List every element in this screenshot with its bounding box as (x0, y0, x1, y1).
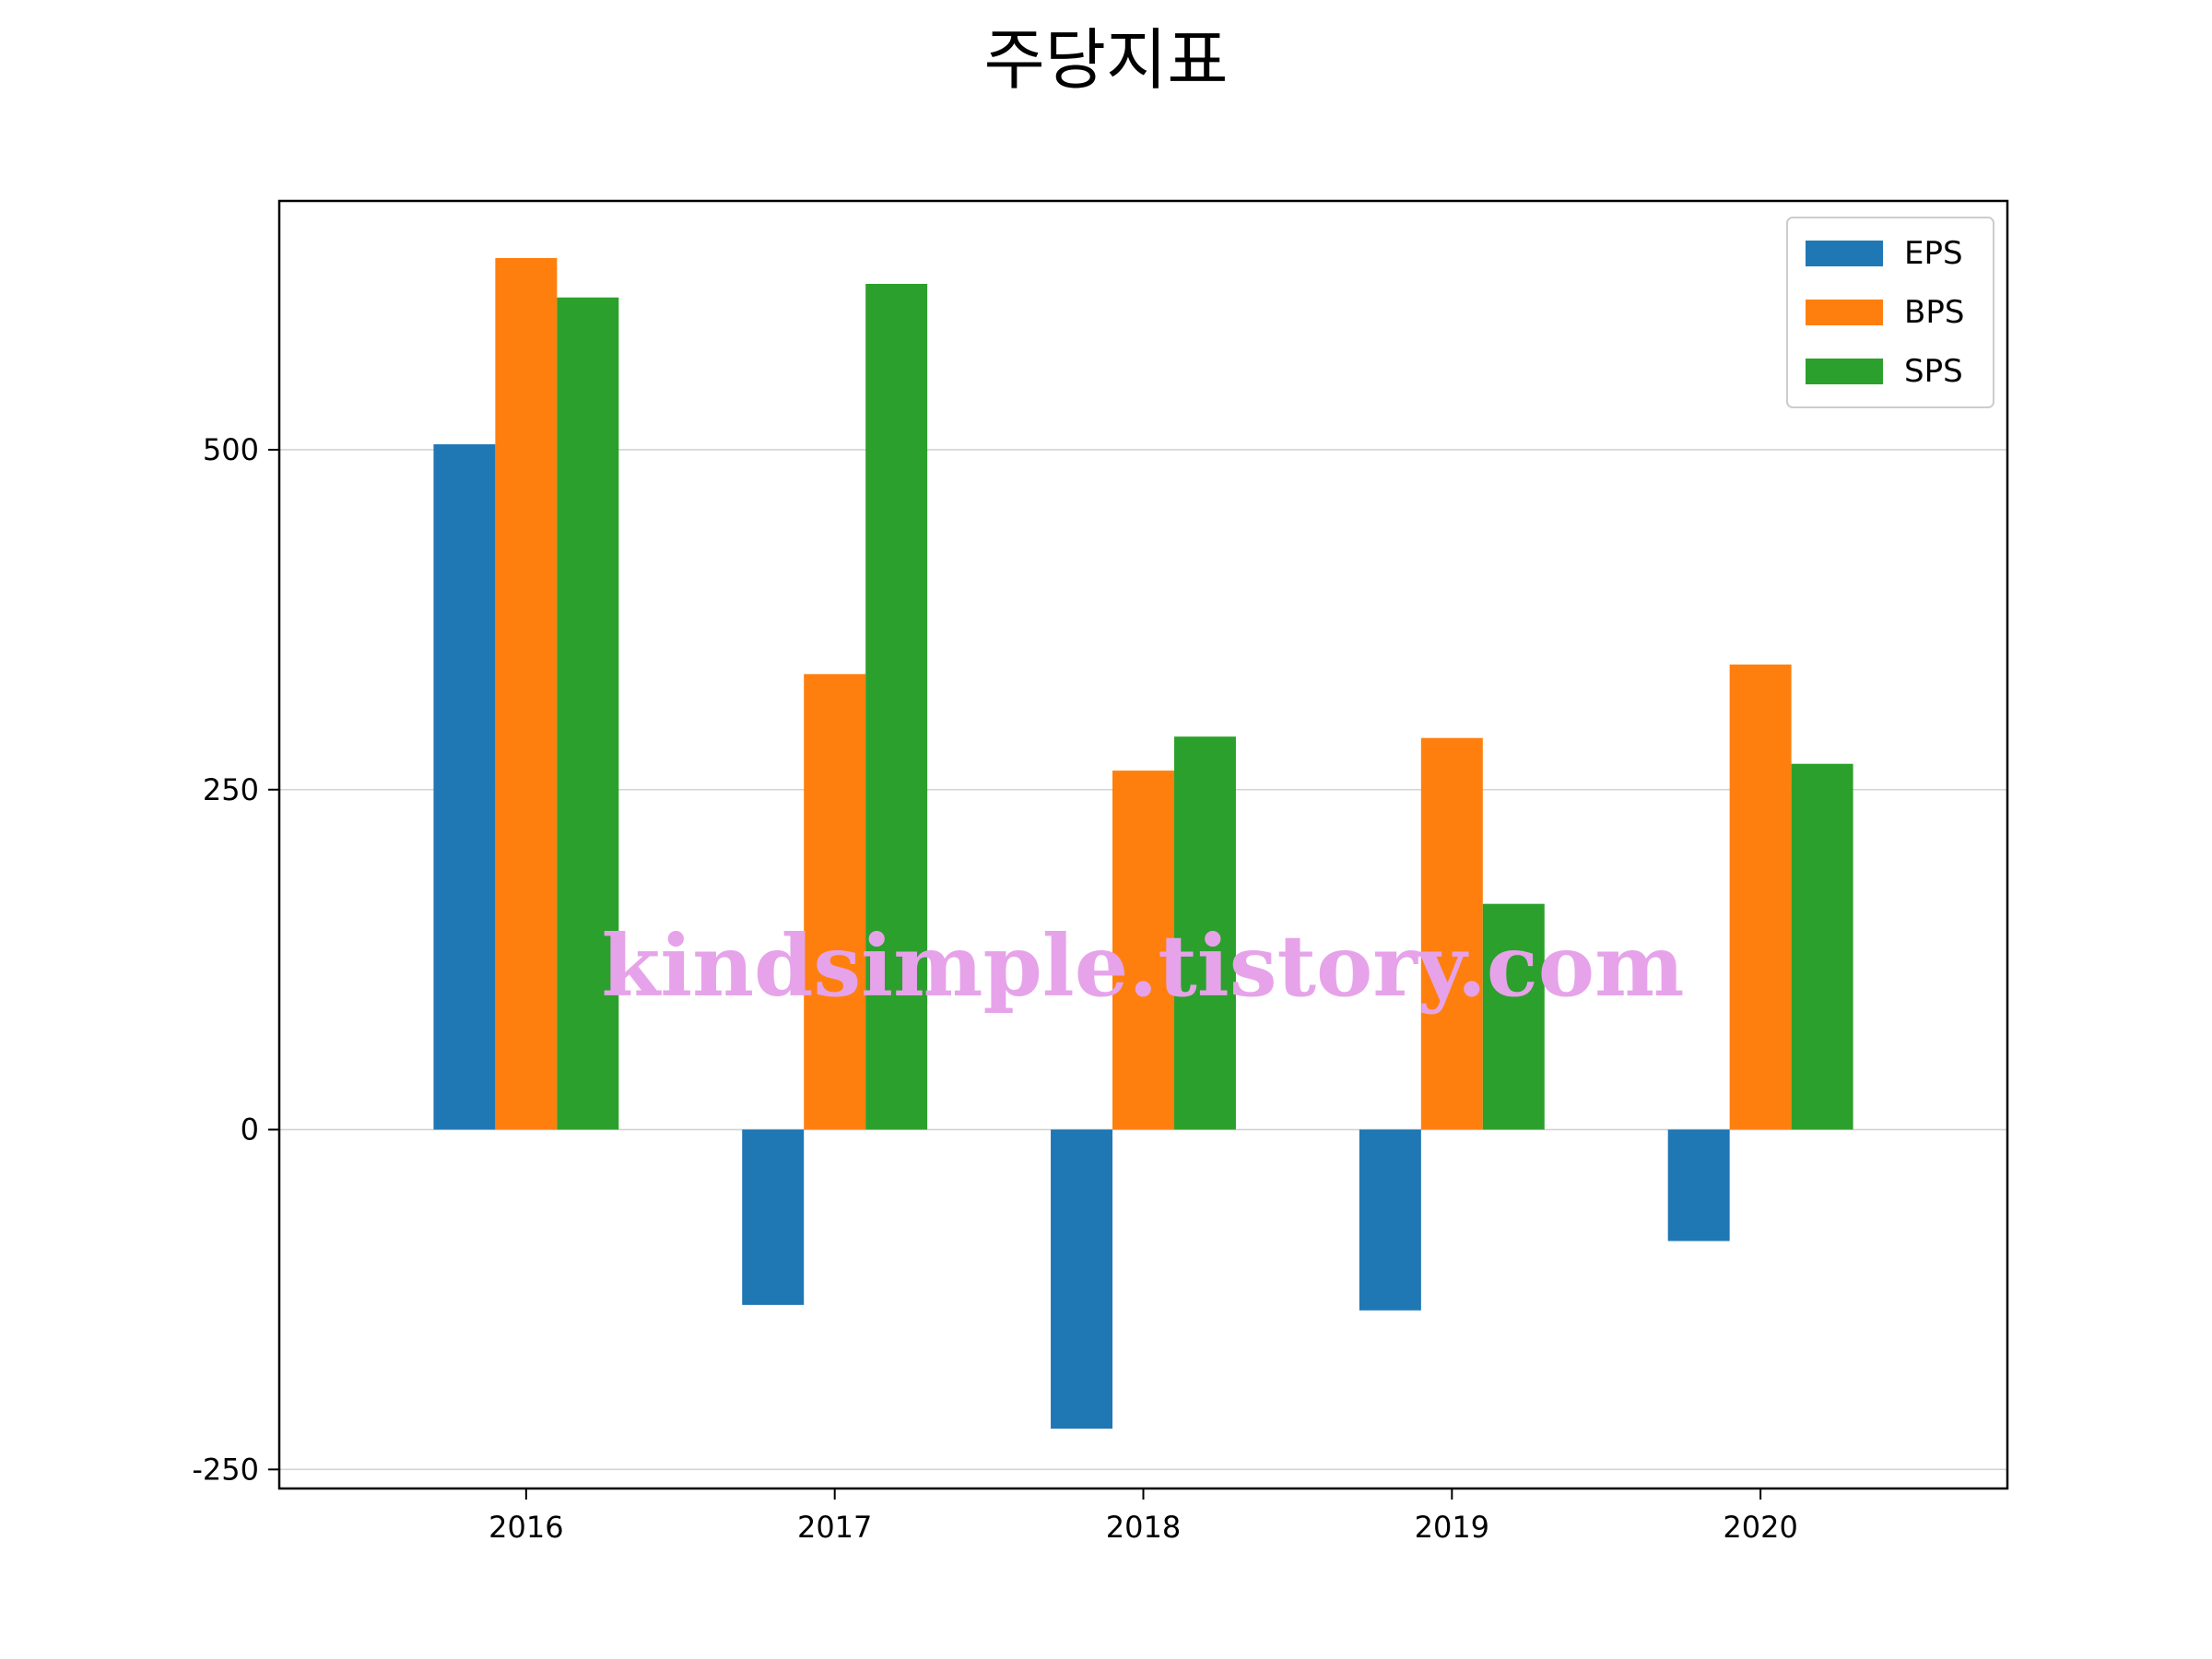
y-tick-label: 500 (203, 432, 259, 467)
legend-label-eps: EPS (1904, 235, 1963, 272)
bar-eps-2018 (1051, 1129, 1113, 1430)
legend-label-sps: SPS (1904, 353, 1963, 390)
bar-bps-2020 (1729, 665, 1792, 1130)
legend-swatch-sps (1806, 359, 1883, 384)
legend-label-bps: BPS (1904, 294, 1964, 331)
bar-bps-2017 (804, 674, 866, 1130)
chart-title: 주당지표 (984, 21, 1229, 99)
x-tick-label: 2017 (797, 1510, 872, 1545)
bar-eps-2020 (1667, 1129, 1730, 1241)
x-tick-label: 2019 (1415, 1510, 1489, 1545)
watermark: kindsimple.tistory.com (601, 916, 1684, 1016)
legend: EPS BPS SPS (1786, 217, 1994, 408)
bar-eps-2017 (742, 1129, 805, 1305)
bar-eps-2019 (1359, 1129, 1421, 1311)
legend-swatch-bps (1806, 300, 1883, 325)
y-tick-label: 250 (203, 772, 259, 807)
bar-bps-2016 (495, 257, 558, 1130)
bars (433, 257, 1853, 1430)
y-tick-label: -250 (192, 1452, 259, 1487)
x-axis-ticks: 2016 2017 2018 2019 2020 (488, 1488, 1798, 1545)
x-tick-label: 2016 (488, 1510, 563, 1545)
legend-swatch-eps (1806, 241, 1883, 266)
bar-sps-2018 (1173, 736, 1236, 1130)
x-tick-label: 2018 (1106, 1510, 1181, 1545)
y-axis-ticks: -250 0 250 500 (192, 432, 279, 1487)
bar-sps-2020 (1791, 763, 1853, 1130)
x-tick-label: 2020 (1723, 1510, 1797, 1545)
bar-sps-2017 (865, 283, 928, 1130)
bar-bps-2018 (1112, 771, 1174, 1130)
bar-bps-2019 (1420, 737, 1483, 1130)
bar-eps-2016 (433, 444, 496, 1130)
bar-sps-2019 (1482, 903, 1545, 1130)
y-tick-label: 0 (241, 1112, 259, 1147)
bar-sps-2016 (557, 297, 619, 1130)
